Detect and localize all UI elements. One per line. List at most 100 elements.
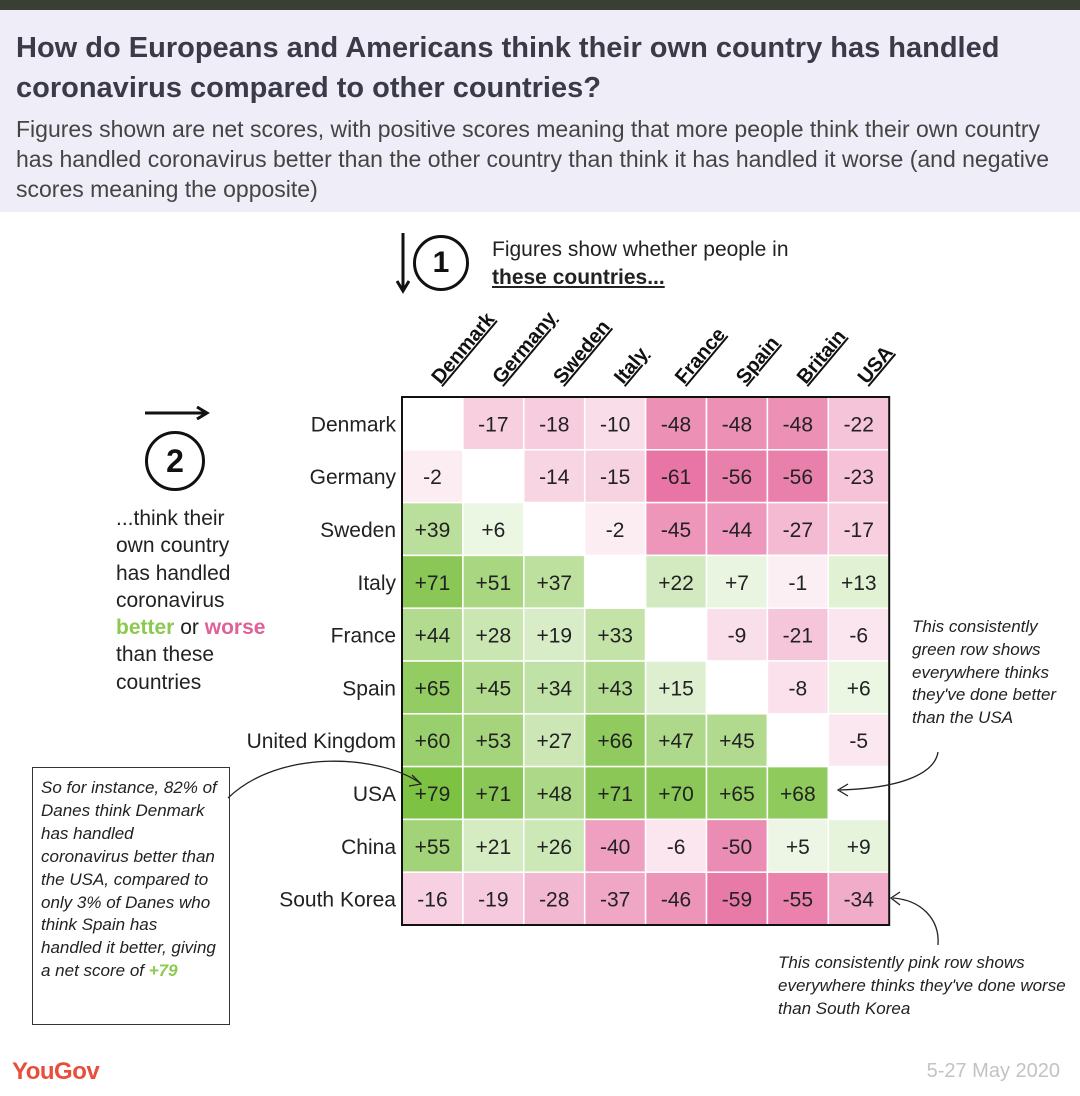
pink-note-arrow-icon bbox=[892, 897, 939, 946]
cell-value-germany-denmark: -2 bbox=[423, 466, 442, 489]
heatmap-cell-united-kingdom-spain bbox=[705, 713, 769, 768]
cell-value-usa-denmark: +79 bbox=[415, 783, 451, 806]
column-label-spain: Spain bbox=[732, 332, 784, 388]
heatmap-cell-usa-britain bbox=[766, 765, 830, 821]
cell-value-germany-france: -61 bbox=[661, 466, 691, 489]
cell-value-united-kingdom-italy: +66 bbox=[597, 730, 633, 753]
cell-value-france-usa: -6 bbox=[849, 625, 868, 648]
cell-value-france-spain: -9 bbox=[728, 625, 747, 648]
heatmap-cell-denmark-denmark bbox=[401, 396, 464, 451]
row-label-china: China bbox=[341, 836, 396, 859]
heatmap-cell-usa-usa bbox=[827, 765, 890, 821]
heatmap-cell-south-korea-sweden bbox=[523, 871, 586, 926]
row-label-south-korea: South Korea bbox=[279, 889, 396, 912]
example-note-text: So for instance, 82% of Danes think Denm… bbox=[41, 778, 217, 981]
cell-value-china-sweden: +26 bbox=[536, 836, 572, 859]
cell-value-united-kingdom-spain: +45 bbox=[719, 730, 755, 753]
heatmap-cell-denmark-sweden bbox=[523, 396, 586, 451]
cell-value-italy-spain: +7 bbox=[725, 572, 749, 595]
heatmap-cell-usa-germany bbox=[462, 765, 525, 821]
cell-value-spain-usa: +6 bbox=[847, 677, 871, 700]
cell-value-south-korea-britain: -55 bbox=[783, 889, 813, 912]
cell-value-china-britain: +5 bbox=[786, 836, 810, 859]
heatmap-cell-united-kingdom-sweden bbox=[523, 713, 586, 768]
heatmap-cell-spain-britain bbox=[766, 660, 830, 715]
cell-value-spain-sweden: +34 bbox=[536, 677, 572, 700]
cell-value-spain-italy: +43 bbox=[597, 677, 633, 700]
cell-value-germany-usa: -23 bbox=[844, 466, 874, 489]
cell-value-italy-denmark: +71 bbox=[415, 572, 451, 595]
step-two-text: ...think their own country has handled c… bbox=[116, 505, 266, 696]
better-label: better bbox=[116, 616, 175, 640]
column-label-britain: Britain bbox=[793, 326, 851, 389]
column-label-france: France bbox=[671, 324, 730, 388]
row-label-spain: Spain bbox=[342, 677, 396, 700]
cell-value-south-korea-france: -46 bbox=[661, 889, 691, 912]
cell-value-denmark-germany: -17 bbox=[478, 413, 508, 436]
cell-value-china-france: -6 bbox=[667, 836, 686, 859]
cell-value-usa-italy: +71 bbox=[597, 783, 633, 806]
cell-value-china-usa: +9 bbox=[847, 836, 871, 859]
cell-value-sweden-france: -45 bbox=[661, 519, 691, 542]
heatmap-cell-germany-italy bbox=[583, 449, 647, 504]
heatmap-cell-china-usa bbox=[827, 818, 890, 873]
cell-value-denmark-spain: -48 bbox=[722, 413, 752, 436]
column-label-sweden: Sweden bbox=[549, 316, 614, 388]
cell-value-sweden-spain: -44 bbox=[722, 519, 753, 542]
cell-value-usa-france: +70 bbox=[658, 783, 694, 806]
row-label-sweden: Sweden bbox=[320, 519, 396, 542]
column-label-usa: USA bbox=[854, 342, 898, 388]
example-note-value: +79 bbox=[148, 961, 178, 981]
cell-value-china-germany: +21 bbox=[476, 836, 512, 859]
heatmap-cell-usa-sweden bbox=[523, 765, 586, 821]
row-label-united-kingdom: United Kingdom bbox=[247, 730, 396, 753]
pink-row-note: This consistently pink row shows everywh… bbox=[778, 953, 1066, 1018]
cell-value-usa-sweden: +48 bbox=[536, 783, 572, 806]
heatmap-cell-france-italy bbox=[583, 607, 647, 662]
row-label-denmark: Denmark bbox=[311, 413, 397, 436]
cell-value-usa-germany: +71 bbox=[476, 783, 512, 806]
heatmap-cell-south-korea-usa bbox=[827, 871, 890, 926]
green-note-arrow-icon bbox=[839, 751, 939, 791]
heatmap-cell-south-korea-spain bbox=[705, 871, 769, 926]
cell-value-south-korea-sweden: -28 bbox=[539, 889, 569, 912]
heatmap-cell-france-usa bbox=[827, 607, 890, 662]
heatmap-cell-china-sweden bbox=[523, 818, 586, 873]
cell-value-denmark-italy: -10 bbox=[600, 413, 630, 436]
cell-value-china-italy: -40 bbox=[600, 836, 630, 859]
cell-value-france-britain: -21 bbox=[783, 625, 813, 648]
cell-value-south-korea-spain: -59 bbox=[722, 889, 752, 912]
heatmap-cell-denmark-britain bbox=[766, 396, 830, 451]
step-two-after: than these countries bbox=[116, 643, 215, 694]
cell-value-usa-britain: +68 bbox=[780, 783, 816, 806]
cell-value-france-germany: +28 bbox=[476, 625, 512, 648]
heatmap-cell-germany-spain bbox=[705, 449, 769, 504]
cell-value-spain-france: +15 bbox=[658, 677, 694, 700]
heatmap-cell-china-britain bbox=[766, 818, 830, 873]
heatmap-cell-china-germany bbox=[462, 818, 525, 873]
cell-value-france-italy: +33 bbox=[597, 625, 633, 648]
heatmap-cell-united-kingdom-germany bbox=[462, 713, 525, 768]
cell-value-united-kingdom-usa: -5 bbox=[849, 730, 868, 753]
heatmap-cell-germany-sweden bbox=[523, 449, 586, 504]
heatmap-cell-italy-spain bbox=[705, 554, 769, 609]
chart-title: How do Europeans and Americans think the… bbox=[16, 32, 1000, 104]
heatmap-cell-sweden-sweden bbox=[523, 501, 586, 557]
heatmap-cell-south-korea-denmark bbox=[401, 871, 464, 926]
heatmap-cell-united-kingdom-denmark bbox=[401, 713, 464, 768]
green-row-note: This consistently green row shows everyw… bbox=[912, 617, 1057, 728]
heatmap-cell-united-kingdom-britain bbox=[766, 713, 830, 768]
cell-value-sweden-denmark: +39 bbox=[415, 519, 451, 542]
heatmap-cell-denmark-germany bbox=[462, 396, 525, 451]
cell-value-italy-usa: +13 bbox=[841, 572, 877, 595]
cell-value-italy-germany: +51 bbox=[476, 572, 512, 595]
heatmap-cell-italy-sweden bbox=[523, 554, 586, 609]
cell-value-spain-germany: +45 bbox=[476, 677, 512, 700]
header-band bbox=[0, 10, 1080, 212]
cell-value-denmark-usa: -22 bbox=[844, 413, 874, 436]
example-arrow-icon bbox=[227, 760, 421, 799]
cell-value-united-kingdom-denmark: +60 bbox=[415, 730, 451, 753]
cell-value-germany-spain: -56 bbox=[722, 466, 752, 489]
column-label-denmark: Denmark bbox=[427, 308, 499, 388]
